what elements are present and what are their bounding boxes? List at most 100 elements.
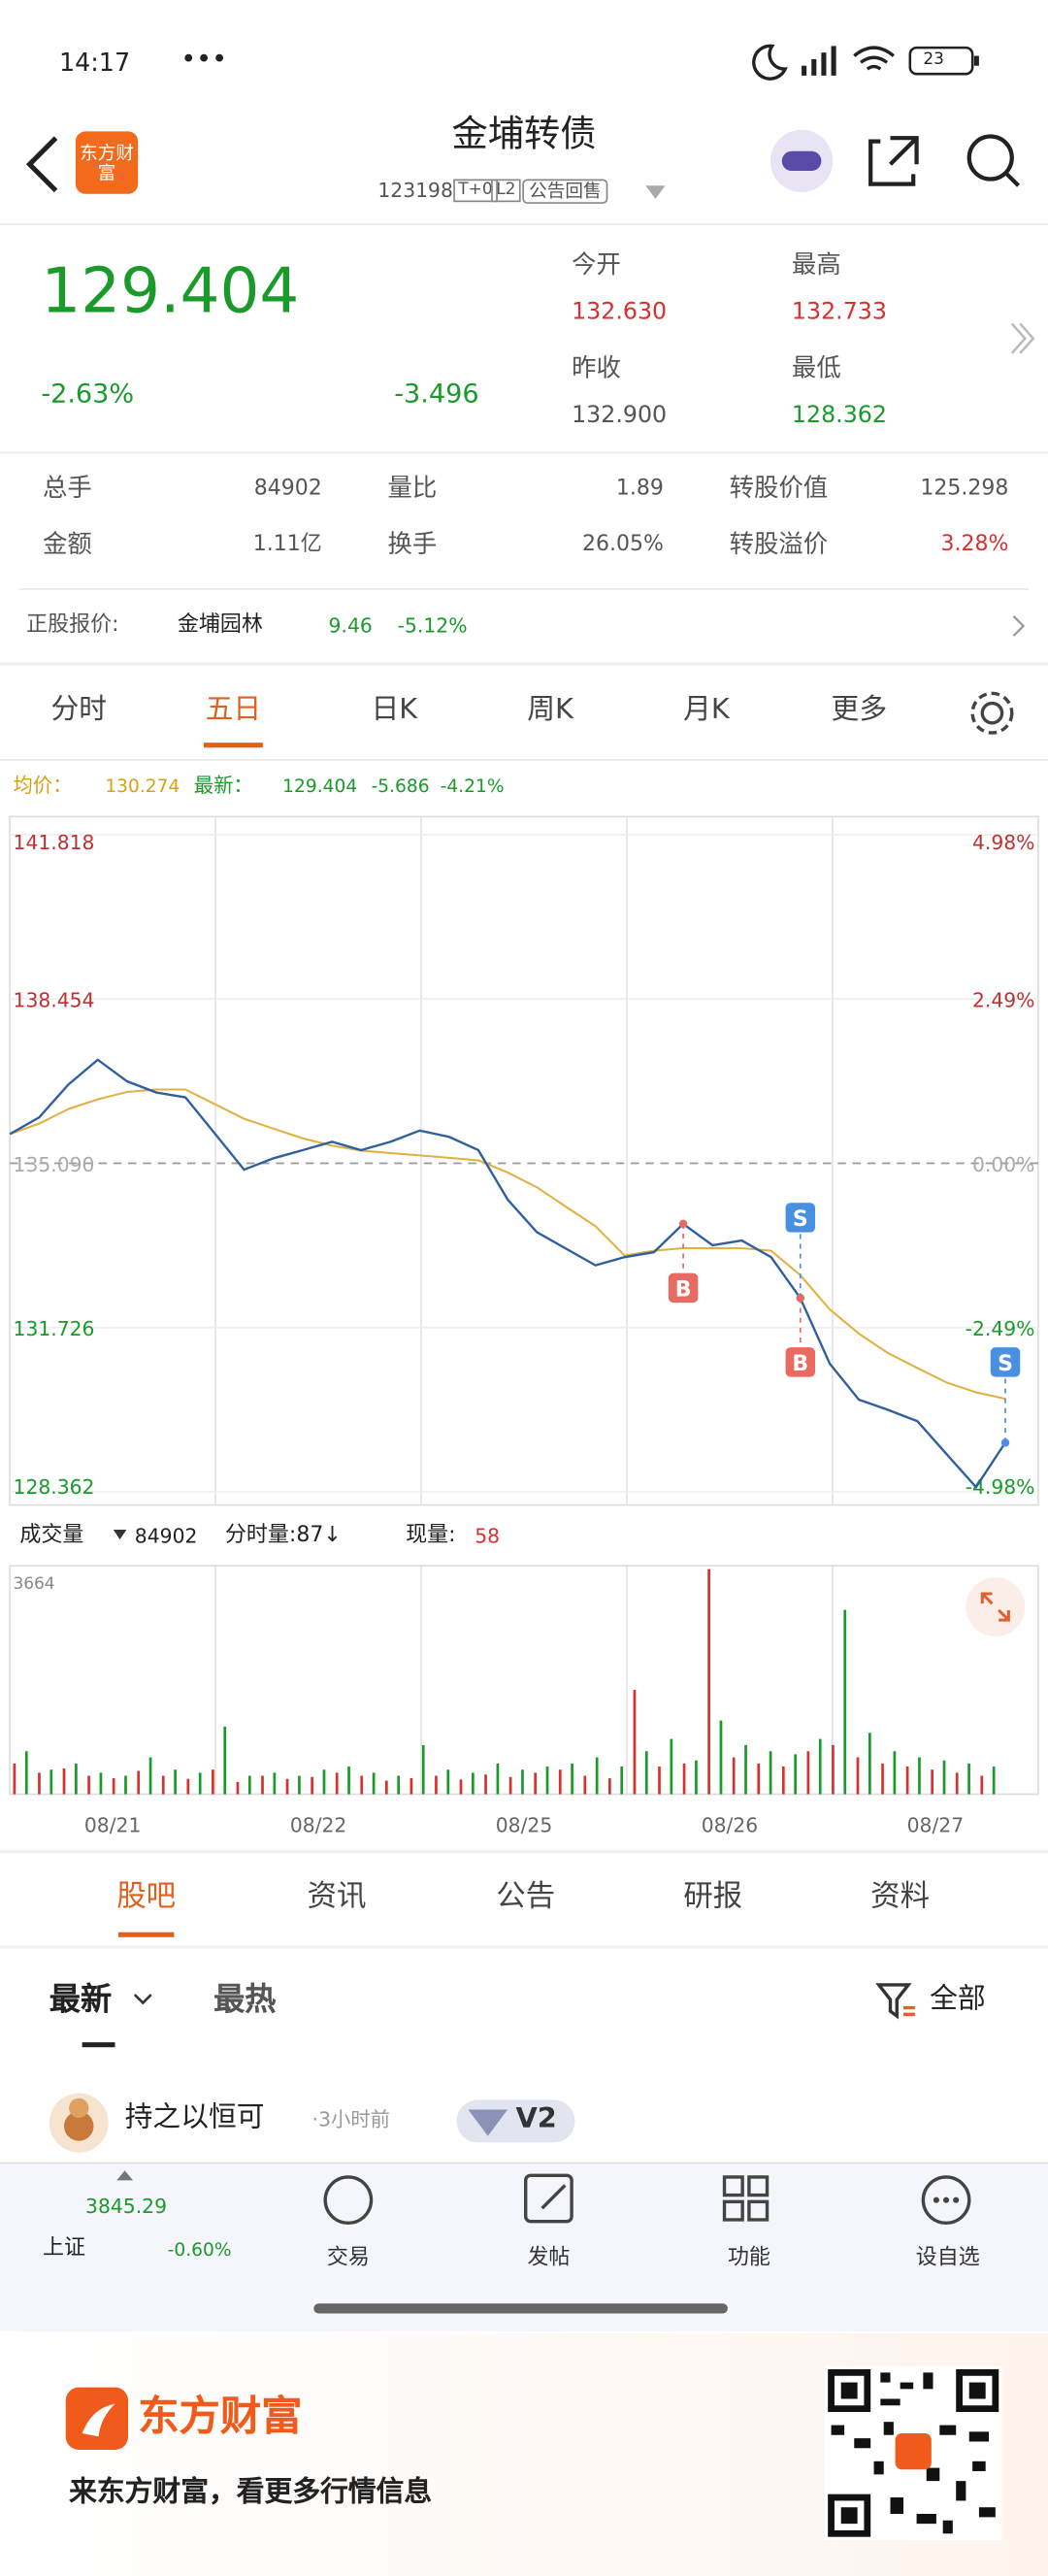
change-pct: -2.63% (41, 378, 135, 410)
avg-value: 130.274 (105, 776, 180, 798)
index-arrow (116, 2170, 134, 2181)
volume-bar (137, 1770, 141, 1795)
post-user[interactable]: 持之以恒可 (124, 2101, 265, 2134)
volume-bar (818, 1738, 822, 1795)
app-logo[interactable] (75, 131, 139, 194)
tag[interactable]: 公告回售 (522, 179, 608, 204)
volume-bar (148, 1757, 152, 1795)
feed-tab[interactable]: 最新 (49, 1981, 113, 2018)
filter-label[interactable]: 全部 (930, 1983, 986, 2017)
content-tab[interactable]: 资料 (870, 1879, 931, 1915)
avatar[interactable] (46, 2090, 112, 2156)
volume-bar (967, 1763, 970, 1795)
marker-box (785, 1203, 816, 1233)
volume-bar (682, 1763, 686, 1795)
volume-bar (75, 1763, 78, 1795)
volume-bar (658, 1767, 661, 1795)
volume-bar (484, 1774, 487, 1795)
volume-bar (409, 1778, 413, 1795)
marker-dot (796, 1294, 805, 1303)
open-label: 今开 (572, 249, 621, 280)
nav-item[interactable]: 交易 (326, 2246, 370, 2271)
volume-bar (87, 1775, 90, 1795)
content-tab[interactable]: 股吧 (116, 1879, 177, 1915)
stat-label: 转股溢价 (729, 529, 829, 559)
feed-dropdown[interactable] (133, 1992, 152, 2008)
ad-slogan: 来东方财富，看更多行情信息 (69, 2476, 433, 2509)
volume-bar (695, 1760, 698, 1795)
nav-item[interactable]: 发帖 (527, 2246, 571, 2271)
now-volume-label: 现量: (406, 1523, 456, 1548)
volume-bar (707, 1569, 710, 1795)
volume-bar (446, 1769, 450, 1795)
content-tab[interactable]: 资讯 (307, 1879, 367, 1915)
volume-bar (62, 1767, 66, 1795)
last-pct: -4.21% (440, 776, 505, 798)
now-volume: 58 (475, 1524, 501, 1548)
period-tab[interactable]: 分时 (50, 693, 108, 727)
stock-name: 金埔园林 (177, 612, 263, 638)
volume-bar (781, 1767, 785, 1795)
x-tick-label: 08/21 (84, 1813, 142, 1836)
expand-arrow[interactable] (1005, 320, 1038, 356)
index-value: 3845.29 (85, 2195, 168, 2219)
nav-item[interactable]: 功能 (727, 2246, 770, 2271)
feed-tab[interactable]: 最热 (213, 1981, 277, 2018)
volume-bar (571, 1763, 573, 1795)
last-value: 129.404 (282, 776, 358, 798)
volume-bar (124, 1775, 127, 1795)
volume-bar (980, 1775, 984, 1795)
volume-title[interactable]: 成交量 (19, 1523, 84, 1548)
volume-bar (372, 1772, 376, 1795)
stock-arrow[interactable] (1008, 614, 1028, 638)
stock-price: 9.46 (328, 614, 373, 638)
period-tab[interactable]: 更多 (831, 693, 888, 727)
y-tick-label: 141.818 (14, 831, 95, 854)
index-pct: -0.60% (167, 2239, 232, 2262)
back-button[interactable] (16, 131, 82, 197)
stat-label: 总手 (43, 473, 92, 503)
volume-bar (285, 1778, 289, 1795)
home-indicator (313, 2303, 728, 2314)
nav-item[interactable]: 设自选 (915, 2246, 980, 2271)
volume-bar (49, 1769, 53, 1795)
stat-label: 金额 (43, 529, 92, 559)
volume-bar (806, 1751, 810, 1795)
period-tab[interactable]: 周K (527, 693, 573, 727)
stat-label: 量比 (387, 473, 438, 503)
period-tab[interactable]: 日K (371, 693, 418, 727)
filter-icon[interactable] (875, 1982, 918, 2022)
dropdown[interactable] (644, 184, 668, 201)
feed-tab-indicator (82, 2042, 115, 2048)
volume-dropdown[interactable] (112, 1528, 128, 1541)
content-tab[interactable]: 研报 (683, 1879, 743, 1915)
volume-bar (918, 1757, 921, 1795)
settings-icon[interactable] (966, 687, 1018, 740)
volume-bar (583, 1775, 587, 1795)
x-tick-label: 08/27 (907, 1813, 964, 1836)
volume-bar (955, 1772, 959, 1795)
volume-bar (769, 1751, 772, 1795)
marker-box (668, 1272, 699, 1304)
price-line (9, 1058, 1006, 1490)
index-name: 上证 (43, 2235, 86, 2262)
volume-bar (719, 1720, 723, 1795)
period-tab[interactable]: 月K (683, 693, 730, 727)
marker-box (990, 1347, 1021, 1377)
content-tab[interactable]: 公告 (496, 1879, 556, 1915)
volume-bar (273, 1772, 277, 1795)
marker-dot (1000, 1438, 1010, 1447)
stat-label: 转股价值 (729, 473, 829, 503)
last-label: 最新： (193, 774, 253, 798)
volume-bar (223, 1726, 227, 1795)
period-tab[interactable]: 五日 (205, 693, 262, 727)
fullscreen-button[interactable] (966, 1577, 1026, 1637)
stat-value: 26.05% (581, 532, 664, 557)
y2-tick-label: 2.49% (972, 989, 1034, 1012)
x-tick-label: 08/25 (496, 1813, 553, 1836)
header-icons (770, 129, 1021, 193)
status-time: 14:17 (58, 48, 131, 78)
volume-bar (496, 1763, 500, 1795)
